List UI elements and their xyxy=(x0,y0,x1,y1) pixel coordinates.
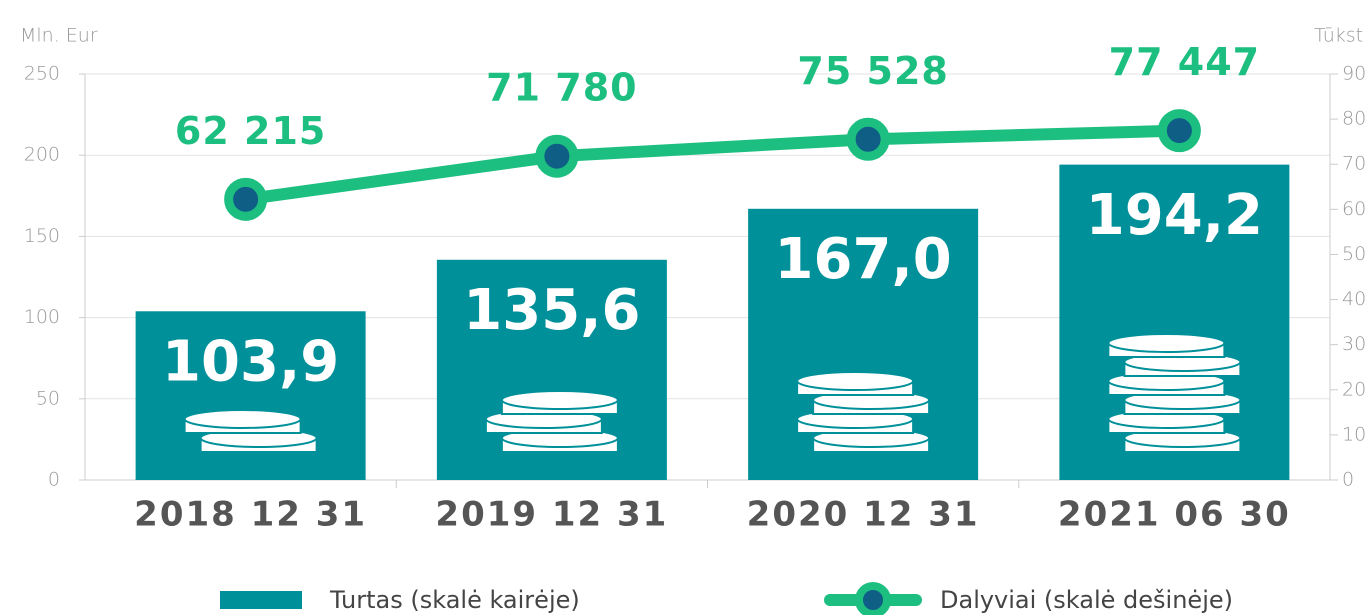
line-value-label: 62 215 xyxy=(175,109,326,153)
y-tick-label: 250 xyxy=(24,63,60,85)
x-tick-label: 2018 12 31 xyxy=(134,495,367,535)
coin-stack xyxy=(1107,333,1242,453)
y2-tick-label: 50 xyxy=(1342,243,1366,265)
y-tick-label: 100 xyxy=(24,306,60,328)
y2-tick-label: 30 xyxy=(1342,333,1366,355)
line-marker xyxy=(1157,109,1201,153)
coin xyxy=(183,409,302,429)
line-value-label: 75 528 xyxy=(797,49,948,93)
bar-value-label: 103,9 xyxy=(162,329,339,394)
x-tick-label: 2020 12 31 xyxy=(747,495,980,535)
coin xyxy=(796,371,915,391)
x-tick-label: 2019 12 31 xyxy=(435,495,668,535)
coin-stack xyxy=(183,409,318,453)
y2-tick-label: 70 xyxy=(1342,153,1366,175)
y-tick-label: 150 xyxy=(24,225,60,247)
y-tick-label: 0 xyxy=(48,469,60,491)
bar-value-label: 194,2 xyxy=(1086,183,1263,248)
line-value-label: 77 447 xyxy=(1109,40,1260,84)
coin-stack xyxy=(796,371,931,453)
legend-label: Dalyviai (skalė dešinėje) xyxy=(940,586,1233,614)
coin-stack xyxy=(484,390,619,453)
y-tick-label: 50 xyxy=(36,387,60,409)
y-axis-label: Mln. Eur xyxy=(20,25,98,47)
y-tick-label: 200 xyxy=(24,144,60,166)
y2-tick-label: 40 xyxy=(1342,288,1366,310)
line-marker xyxy=(846,117,890,161)
legend-marker xyxy=(855,582,891,615)
coin xyxy=(500,390,619,410)
y2-tick-label: 60 xyxy=(1342,198,1366,220)
y2-tick-label: 20 xyxy=(1342,378,1366,400)
y2-tick-label: 80 xyxy=(1342,108,1366,130)
line-marker xyxy=(535,134,579,178)
y2-tick-label: 90 xyxy=(1342,63,1366,85)
legend-label: Turtas (skalė kairėje) xyxy=(329,586,580,614)
y2-tick-label: 0 xyxy=(1342,469,1354,491)
line xyxy=(244,124,1180,206)
bar-value-label: 135,6 xyxy=(463,278,640,343)
y2-tick-label: 10 xyxy=(1342,423,1366,445)
y2-axis-label: Tūkst xyxy=(1314,25,1363,47)
legend-swatch xyxy=(220,591,302,609)
coin xyxy=(1107,333,1226,353)
line-value-label: 71 780 xyxy=(486,66,637,110)
line-marker xyxy=(224,177,268,221)
bar-value-label: 167,0 xyxy=(775,227,952,292)
x-tick-label: 2021 06 30 xyxy=(1058,495,1291,535)
